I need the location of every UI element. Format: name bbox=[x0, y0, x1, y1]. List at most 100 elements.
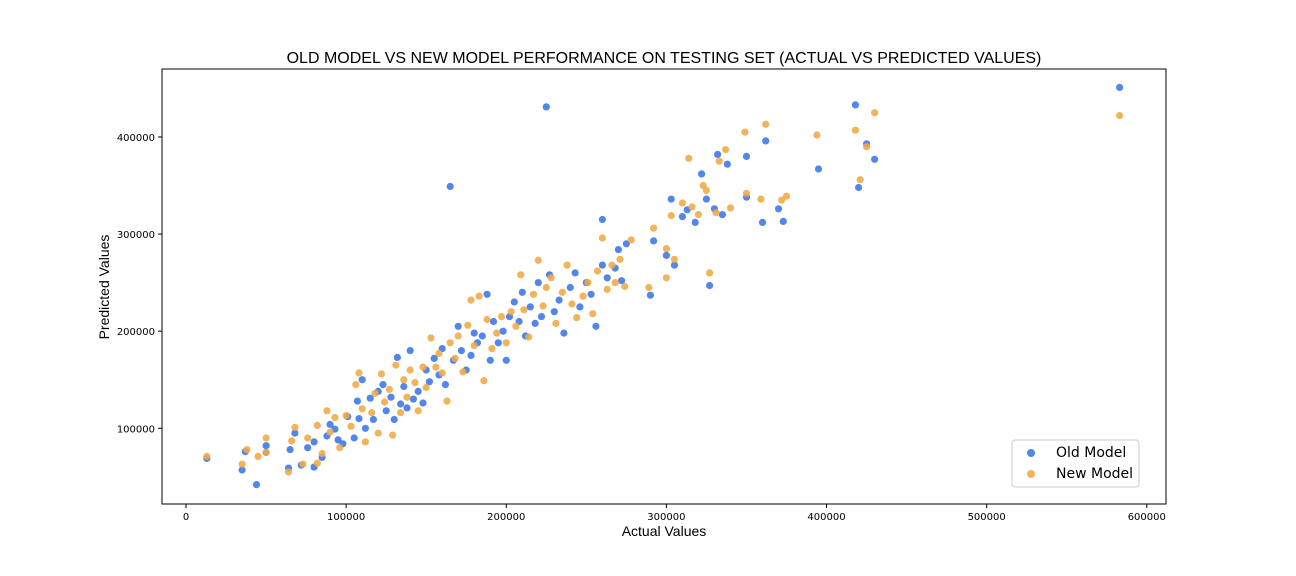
point-new-model bbox=[288, 437, 296, 445]
point-new-model bbox=[464, 321, 472, 329]
point-old-model bbox=[425, 378, 433, 386]
point-new-model bbox=[512, 322, 520, 330]
point-new-model bbox=[483, 315, 491, 324]
point-old-model bbox=[670, 261, 679, 269]
point-new-model bbox=[238, 460, 246, 468]
point-new-model bbox=[355, 369, 363, 377]
point-new-model bbox=[517, 271, 525, 279]
point-new-model bbox=[422, 383, 430, 392]
point-new-model bbox=[254, 452, 262, 460]
point-new-model bbox=[778, 196, 786, 204]
point-old-model bbox=[662, 251, 671, 259]
point-new-model bbox=[368, 409, 376, 417]
point-old-model bbox=[502, 356, 510, 364]
point-old-model bbox=[238, 466, 246, 474]
legend-frame bbox=[1011, 439, 1140, 488]
point-new-model bbox=[552, 319, 560, 327]
point-new-model bbox=[712, 209, 720, 217]
point-old-model bbox=[598, 215, 607, 224]
point-old-model bbox=[723, 160, 731, 168]
point-new-model bbox=[451, 354, 459, 362]
point-new-model bbox=[467, 296, 475, 304]
point-old-model bbox=[614, 246, 623, 254]
point-new-model bbox=[381, 398, 389, 406]
point-new-model bbox=[603, 285, 611, 293]
point-new-model bbox=[347, 422, 355, 430]
point-old-model bbox=[304, 444, 312, 452]
point-old-model bbox=[390, 415, 398, 424]
point-new-model bbox=[435, 349, 443, 358]
point-old-model bbox=[430, 354, 438, 362]
point-old-model bbox=[1116, 83, 1124, 91]
point-old-model bbox=[355, 415, 363, 423]
point-new-model bbox=[813, 131, 821, 139]
point-old-model bbox=[851, 101, 860, 109]
point-new-model bbox=[400, 376, 408, 384]
point-old-model bbox=[691, 218, 699, 226]
point-old-model bbox=[698, 170, 706, 178]
point-new-model bbox=[304, 434, 312, 442]
point-new-model bbox=[662, 274, 671, 282]
point-new-model bbox=[520, 306, 528, 314]
point-new-model bbox=[454, 332, 462, 340]
point-new-model bbox=[579, 292, 587, 300]
point-old-model bbox=[587, 290, 595, 298]
point-new-model bbox=[1116, 112, 1124, 120]
point-new-model bbox=[694, 211, 703, 219]
point-old-model bbox=[510, 298, 518, 306]
point-old-model bbox=[393, 353, 401, 361]
point-new-model bbox=[670, 255, 679, 263]
point-new-model bbox=[542, 283, 550, 292]
point-old-model bbox=[326, 420, 334, 428]
point-old-model bbox=[382, 407, 390, 415]
point-new-model bbox=[616, 255, 624, 263]
point-old-model bbox=[358, 376, 366, 384]
point-new-model bbox=[291, 423, 299, 431]
point-new-model bbox=[539, 302, 547, 310]
point-old-model bbox=[622, 240, 631, 248]
point-new-model bbox=[203, 452, 211, 460]
point-old-model bbox=[446, 182, 454, 191]
point-new-model bbox=[741, 128, 749, 136]
x-axis-ticks: 0 100000 200000 300000 400000 500000 600000 bbox=[183, 504, 1166, 523]
point-new-model bbox=[563, 261, 571, 269]
point-old-model bbox=[366, 394, 374, 402]
point-new-model bbox=[529, 290, 538, 298]
point-new-model bbox=[336, 444, 344, 452]
point-old-model bbox=[310, 438, 318, 446]
point-new-model bbox=[568, 300, 576, 308]
point-old-model bbox=[400, 382, 408, 391]
point-new-model bbox=[470, 342, 478, 350]
point-old-model bbox=[678, 213, 687, 221]
point-old-model bbox=[706, 281, 714, 290]
point-old-model bbox=[518, 288, 526, 296]
point-new-model bbox=[374, 429, 382, 437]
chart-title: OLD MODEL VS NEW MODEL PERFORMANCE ON TE… bbox=[287, 50, 1042, 67]
point-new-model bbox=[262, 448, 270, 457]
point-new-model bbox=[403, 393, 411, 401]
point-new-model bbox=[685, 154, 693, 162]
y-tick-label: 400000 bbox=[117, 133, 155, 144]
point-old-model bbox=[702, 195, 711, 203]
point-new-model bbox=[584, 279, 592, 287]
point-new-model bbox=[507, 308, 515, 316]
point-new-model bbox=[650, 224, 658, 232]
point-new-model bbox=[389, 431, 397, 439]
point-old-model bbox=[379, 381, 387, 389]
point-old-model bbox=[419, 399, 427, 407]
point-new-model bbox=[706, 269, 714, 277]
point-new-model bbox=[762, 120, 770, 128]
point-old-model bbox=[571, 269, 579, 277]
point-old-model bbox=[560, 329, 568, 337]
x-tick-label: 200000 bbox=[487, 512, 525, 523]
point-old-model bbox=[406, 347, 414, 355]
point-new-model bbox=[742, 189, 751, 197]
point-new-model bbox=[299, 460, 307, 468]
point-new-model bbox=[493, 329, 501, 337]
point-old-model bbox=[387, 393, 395, 401]
point-old-model bbox=[361, 424, 369, 432]
point-new-model bbox=[397, 409, 405, 417]
y-axis-label: Predicted Values bbox=[96, 235, 112, 340]
point-old-model bbox=[598, 261, 607, 269]
point-old-model bbox=[550, 308, 558, 316]
